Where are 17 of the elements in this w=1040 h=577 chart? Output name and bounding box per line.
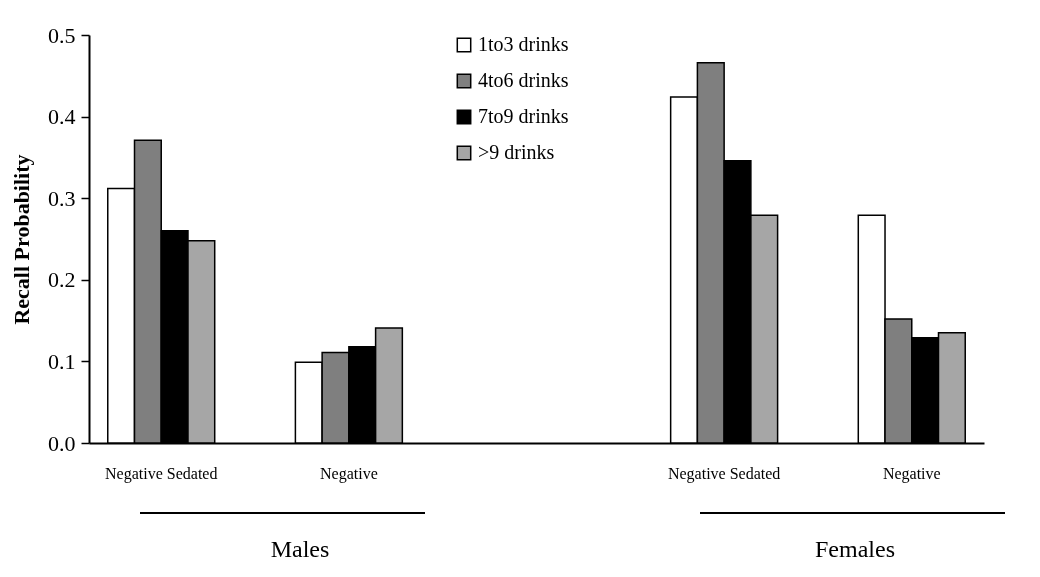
x-tick-label: Negative Sedated [667, 464, 781, 483]
y-tick-label: 0.3 [48, 185, 76, 211]
text: Females [815, 536, 895, 563]
x-tick-label: Negative Sedated [105, 464, 218, 483]
legend-label: 1to3 drinks [478, 33, 569, 55]
text: Males [270, 536, 330, 563]
legend-label: >9 drinks [478, 141, 555, 163]
y-tick-label: 0.1 [48, 348, 76, 374]
y-axis-title: Recall Probability [9, 154, 34, 325]
legend-label: 4to6 drinks [478, 69, 569, 91]
y-tick-label: 0.4 [48, 104, 76, 130]
y-tick-label: 0.2 [48, 267, 76, 293]
y-tick-label: 0.0 [48, 430, 76, 456]
x-tick-label: Negative [882, 464, 941, 483]
y-tick-label: 0.5 [48, 22, 76, 48]
legend-label: 7to9 drinks [478, 105, 569, 127]
x-tick-label: Negative [319, 464, 378, 483]
